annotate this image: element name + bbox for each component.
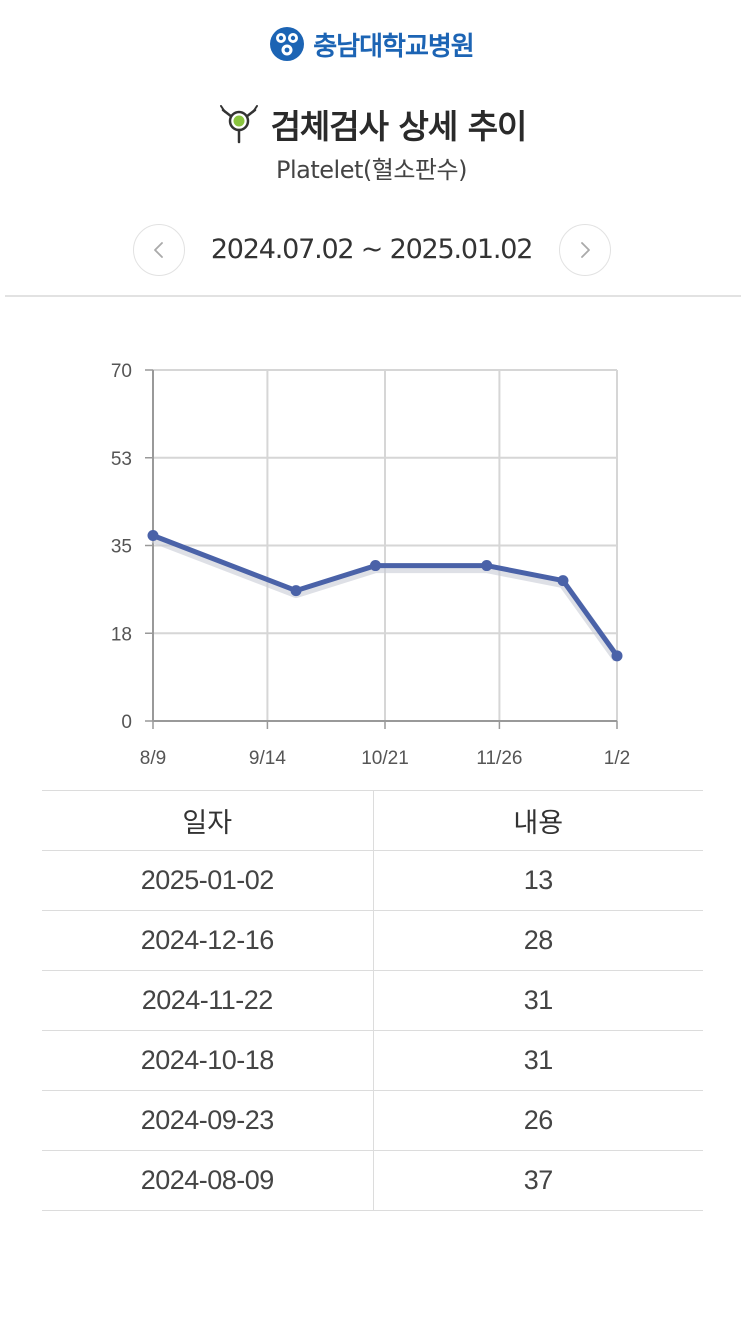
- hospital-name: 충남대학교병원: [313, 31, 474, 62]
- row-date: 2024-08-09: [42, 1150, 374, 1211]
- hospital-logo[interactable]: 충남대학교병원: [0, 22, 743, 66]
- table-row: 2024-12-16 28: [42, 910, 703, 971]
- row-date: 2025-01-02: [42, 850, 374, 911]
- x-tick-label: 1/2: [604, 748, 630, 769]
- previous-period-button[interactable]: [133, 224, 185, 276]
- x-tick-label: 11/26: [476, 748, 522, 769]
- chevron-left-icon: [154, 242, 163, 258]
- data-point: [481, 560, 493, 572]
- period-navigator: 2024.07.02 ~ 2025.01.02: [0, 222, 743, 278]
- page-title: 검체검사 상세 추이: [270, 107, 528, 146]
- y-tick-label: 18: [111, 624, 132, 645]
- data-point: [147, 529, 159, 541]
- chevron-right-icon: [581, 242, 590, 258]
- table-row: 2024-10-18 31: [42, 1030, 703, 1091]
- row-value: 31: [373, 970, 703, 1031]
- data-point: [290, 585, 302, 597]
- data-point: [369, 560, 381, 572]
- x-tick-label: 8/9: [140, 748, 166, 769]
- line-chart: 0 18 35 53 70 8/9 9/14 10/21 11/26 1/2: [111, 361, 630, 769]
- x-tick-label: 10/21: [361, 748, 409, 769]
- table-row: 2024-09-23 26: [42, 1090, 703, 1151]
- row-date: 2024-10-18: [42, 1030, 374, 1091]
- platelet-trend-chart: 0 18 35 53 70 8/9 9/14 10/21 11/26 1/2: [0, 340, 743, 780]
- row-date: 2024-09-23: [42, 1090, 374, 1151]
- result-table: 일자 내용 2025-01-02 13 2024-12-16 28 2024-1…: [42, 790, 703, 1211]
- table-row: 2024-08-09 37: [42, 1150, 703, 1211]
- row-date: 2024-12-16: [42, 910, 374, 971]
- specimen-test-icon: [219, 105, 258, 144]
- y-tick-label: 53: [111, 449, 132, 470]
- x-tick-label: 9/14: [249, 748, 286, 769]
- table-row: 2025-01-02 13: [42, 850, 703, 911]
- next-period-button[interactable]: [559, 224, 611, 276]
- column-header-date: 일자: [42, 790, 374, 851]
- table-row: 2024-11-22 31: [42, 970, 703, 1031]
- series-line: [150, 533, 620, 659]
- row-value: 26: [373, 1090, 703, 1151]
- y-tick-label: 35: [111, 537, 132, 558]
- row-value: 37: [373, 1150, 703, 1211]
- row-date: 2024-11-22: [42, 970, 374, 1031]
- data-point: [611, 650, 623, 662]
- column-header-value: 내용: [373, 790, 703, 851]
- data-point: [557, 575, 569, 587]
- page-subtitle: Platelet(혈소판수): [276, 156, 467, 184]
- row-value: 13: [373, 850, 703, 911]
- row-value: 31: [373, 1030, 703, 1091]
- y-tick-label: 0: [121, 712, 132, 733]
- date-range: 2024.07.02 ~ 2025.01.02: [210, 234, 534, 265]
- row-value: 28: [373, 910, 703, 971]
- page-title-row: 검체검사 상세 추이: [0, 98, 743, 150]
- section-divider: [5, 295, 741, 297]
- y-tick-label: 70: [111, 361, 132, 382]
- table-header-row: 일자 내용: [42, 790, 703, 851]
- hospital-logo-icon: [270, 27, 305, 61]
